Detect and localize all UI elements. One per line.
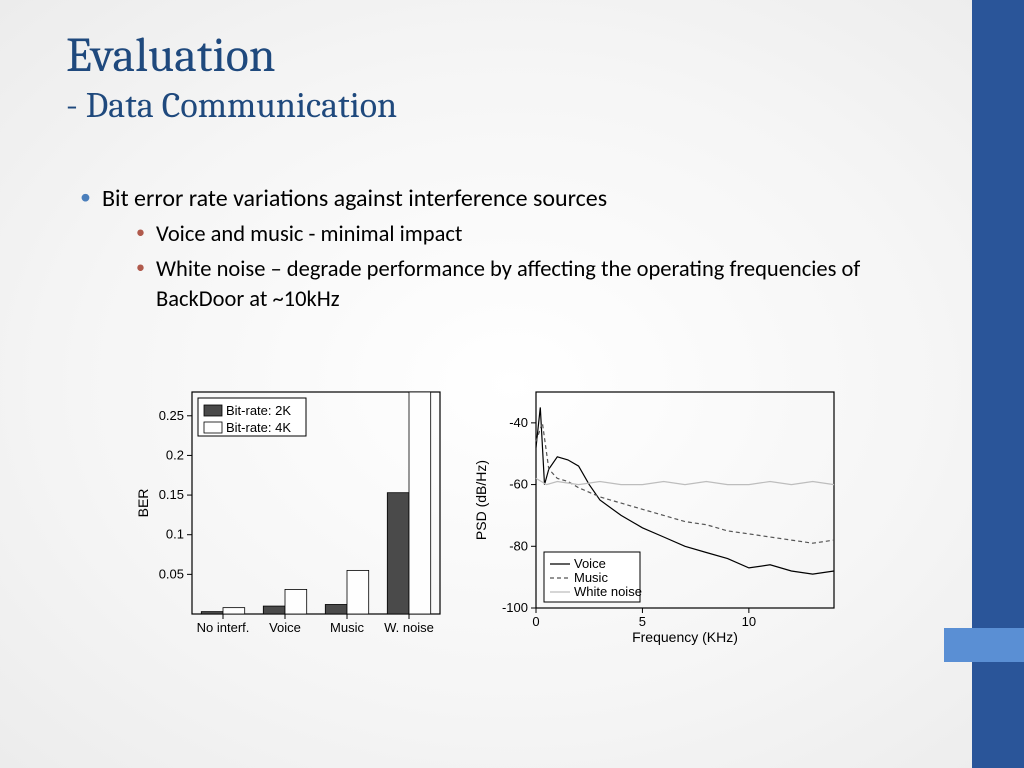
bullet-sub-1: Voice and music - minimal impact (136, 220, 900, 249)
slide-title-block: Evaluation - Data Communication (66, 28, 397, 127)
svg-text:White noise: White noise (574, 584, 642, 599)
slide-content: Bit error rate variations against interf… (80, 184, 900, 320)
svg-text:0.05: 0.05 (159, 566, 184, 581)
svg-text:-60: -60 (509, 477, 528, 492)
svg-text:Bit-rate: 2K: Bit-rate: 2K (226, 403, 291, 418)
svg-text:Music: Music (330, 620, 364, 635)
svg-text:Music: Music (574, 570, 608, 585)
bullet-sub-2-text: White noise – degrade performance by aff… (156, 256, 860, 312)
line-chart-psd: -100 -80 -60 -40 0 5 10 Frequency (KHz) PSD (dB/… (466, 378, 846, 648)
slide-sidebar-accent (944, 628, 1024, 662)
svg-text:W. noise: W. noise (384, 620, 434, 635)
bullet-sub-2: White noise – degrade performance by aff… (136, 255, 900, 314)
svg-text:0.25: 0.25 (159, 408, 184, 423)
svg-text:-80: -80 (509, 538, 528, 553)
charts-row: 0.050.10.150.20.25BERNo interf.VoiceMusi… (130, 378, 846, 648)
svg-text:PSD (dB/Hz): PSD (dB/Hz) (473, 460, 489, 540)
bullet-main-text: Bit error rate variations against interf… (102, 184, 607, 213)
svg-text:No interf.: No interf. (197, 620, 250, 635)
bar-chart-ber: 0.05 0.1 0.15 0.2 0.25 BER No interf. Voice Musi… (130, 378, 450, 648)
svg-text:-100: -100 (502, 600, 528, 615)
svg-text:Voice: Voice (574, 556, 606, 571)
slide-title-main: Evaluation (66, 28, 397, 83)
svg-text:Frequency (KHz): Frequency (KHz) (632, 629, 738, 645)
svg-text:0.2: 0.2 (166, 447, 184, 462)
svg-text:-40: -40 (509, 415, 528, 430)
svg-text:10: 10 (742, 614, 756, 629)
svg-text:0.1: 0.1 (166, 527, 184, 542)
svg-text:BER: BER (135, 489, 151, 518)
svg-text:5: 5 (639, 614, 646, 629)
svg-text:0: 0 (532, 614, 539, 629)
svg-text:Bit-rate: 4K: Bit-rate: 4K (226, 420, 291, 435)
bullet-sub-1-text: Voice and music - minimal impact (156, 221, 462, 248)
bullet-main: Bit error rate variations against interf… (80, 184, 900, 314)
svg-text:Voice: Voice (269, 620, 301, 635)
svg-text:0.15: 0.15 (159, 487, 184, 502)
slide-title-sub: - Data Communication (66, 85, 397, 126)
